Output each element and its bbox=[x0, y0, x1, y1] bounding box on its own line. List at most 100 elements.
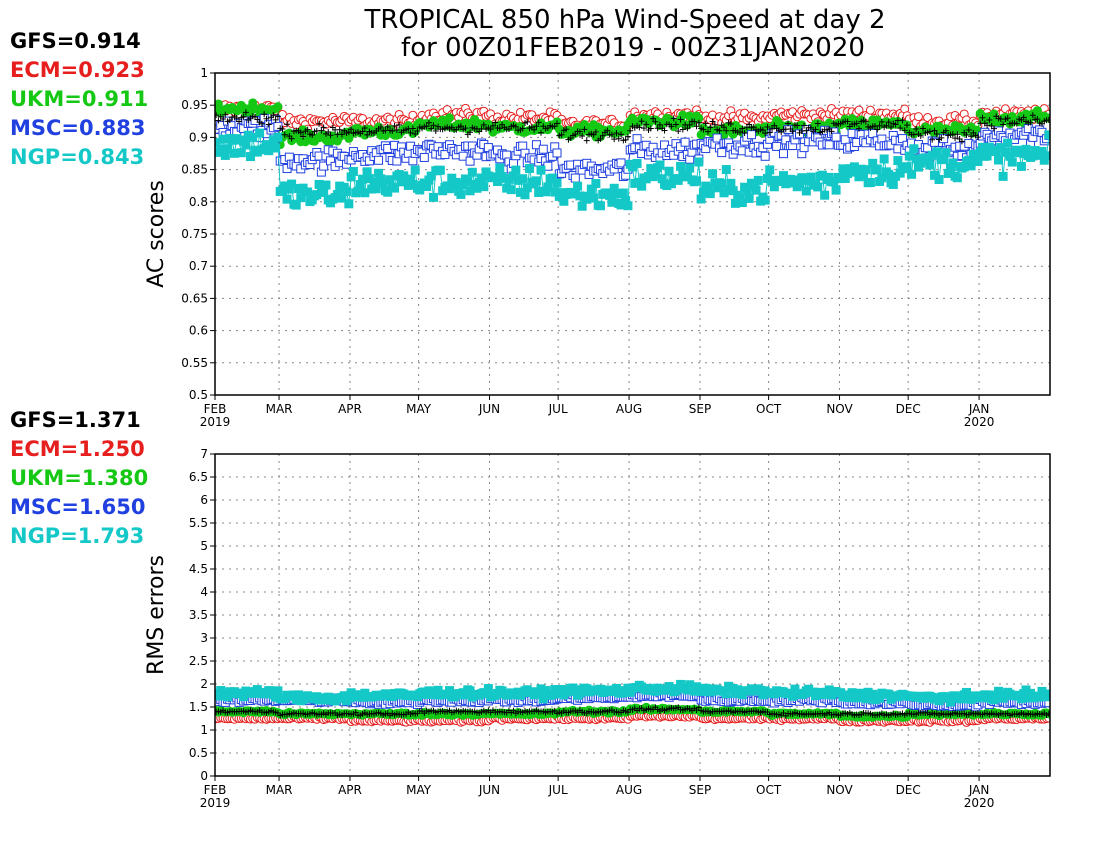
data-point-msc bbox=[538, 144, 548, 154]
stat-ukm: UKM=1.380 bbox=[10, 466, 148, 490]
data-point-ngp bbox=[268, 135, 278, 145]
data-point-ngp bbox=[776, 176, 786, 186]
data-point-ngp bbox=[836, 174, 846, 184]
data-point-ngp bbox=[591, 179, 601, 189]
data-point-ngp bbox=[589, 193, 599, 203]
data-point-ngp bbox=[1000, 147, 1010, 157]
y-tick-label: 7 bbox=[200, 447, 208, 461]
data-point-ngp bbox=[271, 143, 281, 153]
data-point-ngp bbox=[277, 186, 287, 196]
data-point-ngp bbox=[559, 196, 569, 206]
data-point-ngp bbox=[909, 144, 919, 154]
data-point-ngp bbox=[229, 148, 239, 158]
data-point-ngp bbox=[374, 168, 384, 178]
data-point-ngp bbox=[241, 140, 251, 150]
x-tick-label-mar: MAR bbox=[266, 402, 293, 416]
data-point-ngp bbox=[595, 201, 605, 211]
data-point-gfs bbox=[533, 123, 540, 130]
data-point-gfs bbox=[652, 118, 659, 125]
data-point-gfs bbox=[613, 130, 620, 137]
data-point-ngp bbox=[515, 187, 525, 197]
data-point-ngp bbox=[220, 150, 230, 160]
data-point-ngp bbox=[703, 183, 713, 193]
data-point-gfs bbox=[579, 132, 586, 139]
data-point-gfs bbox=[583, 137, 590, 144]
data-point-gfs bbox=[393, 127, 400, 134]
data-point-ngp bbox=[861, 165, 871, 175]
data-point-gfs bbox=[531, 126, 538, 133]
data-point-ngp bbox=[495, 163, 505, 173]
data-point-ngp bbox=[978, 142, 988, 152]
data-point-gfs bbox=[874, 126, 881, 133]
data-point-ngp bbox=[456, 189, 466, 199]
chart-title-line1: TROPICAL 850 hPa Wind-Speed at day 2 bbox=[363, 5, 885, 35]
data-point-ngp bbox=[513, 175, 523, 185]
x-tick-label-may: MAY bbox=[406, 402, 432, 416]
data-point-ngp bbox=[916, 158, 926, 168]
data-point-ngp bbox=[534, 689, 544, 699]
data-point-msc bbox=[712, 133, 722, 143]
data-point-gfs bbox=[396, 121, 403, 128]
x-tick-label-jan: JAN bbox=[968, 783, 990, 797]
data-point-gfs bbox=[563, 126, 570, 133]
data-point-gfs bbox=[263, 115, 270, 122]
data-point-gfs bbox=[554, 120, 561, 127]
data-point-ngp bbox=[618, 188, 628, 198]
data-point-gfs bbox=[897, 125, 904, 132]
data-point-gfs bbox=[883, 122, 890, 129]
data-point-ngp bbox=[824, 685, 834, 695]
data-point-ngp bbox=[584, 191, 594, 201]
series-ngp bbox=[215, 128, 1050, 211]
data-point-gfs bbox=[888, 123, 895, 130]
data-point-ngp bbox=[632, 158, 642, 168]
data-point-ngp bbox=[923, 155, 933, 165]
data-point-ngp bbox=[223, 692, 233, 702]
data-point-gfs bbox=[965, 126, 972, 133]
data-point-gfs bbox=[785, 120, 792, 127]
data-point-ngp bbox=[248, 132, 258, 142]
data-point-ngp bbox=[319, 187, 329, 197]
data-point-gfs bbox=[622, 136, 629, 143]
data-point-gfs bbox=[240, 113, 247, 120]
data-point-gfs bbox=[519, 125, 526, 132]
data-point-msc bbox=[680, 137, 690, 147]
data-point-ngp bbox=[335, 181, 345, 191]
x-tick-label-sep: SEP bbox=[689, 402, 711, 416]
data-point-gfs bbox=[615, 135, 622, 142]
data-point-ngp bbox=[868, 689, 878, 699]
data-point-gfs bbox=[917, 132, 924, 139]
data-point-ngp bbox=[227, 135, 237, 145]
data-point-ngp bbox=[968, 149, 978, 159]
data-point-gfs bbox=[288, 135, 295, 142]
data-point-ngp bbox=[344, 199, 354, 209]
y-tick-label: 0.75 bbox=[181, 227, 208, 241]
data-point-ngp bbox=[509, 171, 519, 181]
data-point-ngp bbox=[662, 181, 672, 191]
data-point-ngp bbox=[831, 185, 841, 195]
data-point-ngp bbox=[255, 128, 265, 138]
data-point-ngp bbox=[408, 180, 418, 190]
data-point-gfs bbox=[487, 126, 494, 133]
data-point-ngp bbox=[721, 689, 731, 699]
data-point-ngp bbox=[630, 178, 640, 188]
x-tick-label-feb: FEB bbox=[204, 783, 227, 797]
data-point-gfs bbox=[361, 125, 368, 132]
y-tick-label: 5 bbox=[200, 539, 208, 553]
data-point-msc bbox=[799, 143, 809, 153]
data-point-gfs bbox=[407, 129, 414, 136]
data-point-gfs bbox=[942, 127, 949, 134]
data-point-gfs bbox=[425, 119, 432, 126]
data-point-ngp bbox=[868, 158, 878, 168]
y-tick-label: 0 bbox=[200, 769, 208, 783]
y-tick-label: 5.5 bbox=[189, 516, 208, 530]
data-point-gfs bbox=[695, 119, 702, 126]
data-point-ngp bbox=[337, 193, 347, 203]
data-point-ngp bbox=[358, 174, 368, 184]
data-point-ukm bbox=[300, 137, 310, 147]
data-point-ngp bbox=[762, 173, 772, 183]
data-point-msc bbox=[374, 155, 384, 165]
data-point-gfs bbox=[618, 131, 625, 138]
data-point-gfs bbox=[524, 118, 531, 125]
data-point-gfs bbox=[627, 127, 634, 134]
y-tick-label: 0.5 bbox=[189, 388, 208, 402]
